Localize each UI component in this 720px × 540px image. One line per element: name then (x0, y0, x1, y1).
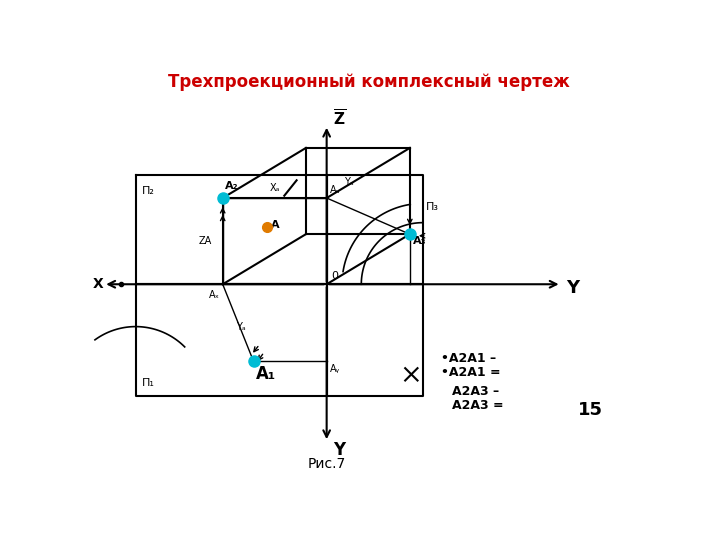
Text: A: A (271, 220, 279, 230)
Text: A₃: A₃ (413, 236, 426, 246)
Text: Y: Y (333, 441, 345, 459)
Text: П₂: П₂ (142, 186, 155, 197)
Text: ZA: ZA (199, 236, 212, 246)
Text: A2A3 –: A2A3 – (452, 385, 499, 398)
Text: $\mathregular{\overline{Z}}$: $\mathregular{\overline{Z}}$ (333, 109, 346, 129)
Text: Трехпроекционный комплексный чертеж: Трехпроекционный комплексный чертеж (168, 73, 570, 91)
Text: Y: Y (567, 279, 580, 297)
Text: Aᵧ: Aᵧ (330, 364, 340, 374)
Text: Aᵤ: Aᵤ (330, 185, 341, 195)
Text: A₂: A₂ (225, 181, 238, 191)
Text: Xₐ: Xₐ (269, 184, 280, 193)
Text: •A2A1 =: •A2A1 = (441, 366, 501, 379)
Text: •A2A1 –: •A2A1 – (441, 353, 497, 366)
Text: Рис.7: Рис.7 (307, 457, 346, 471)
Text: Aₓ: Aₓ (210, 289, 220, 300)
Text: X: X (93, 277, 104, 291)
Text: 0: 0 (331, 271, 338, 281)
Text: П₃: П₃ (426, 202, 439, 212)
Text: Yₐ: Yₐ (343, 177, 354, 187)
Text: A2A3 =: A2A3 = (452, 399, 504, 411)
Text: A₁: A₁ (256, 365, 276, 383)
Text: 15: 15 (578, 401, 603, 418)
Text: Yₐ: Yₐ (236, 322, 246, 332)
Text: П₁: П₁ (142, 378, 155, 388)
